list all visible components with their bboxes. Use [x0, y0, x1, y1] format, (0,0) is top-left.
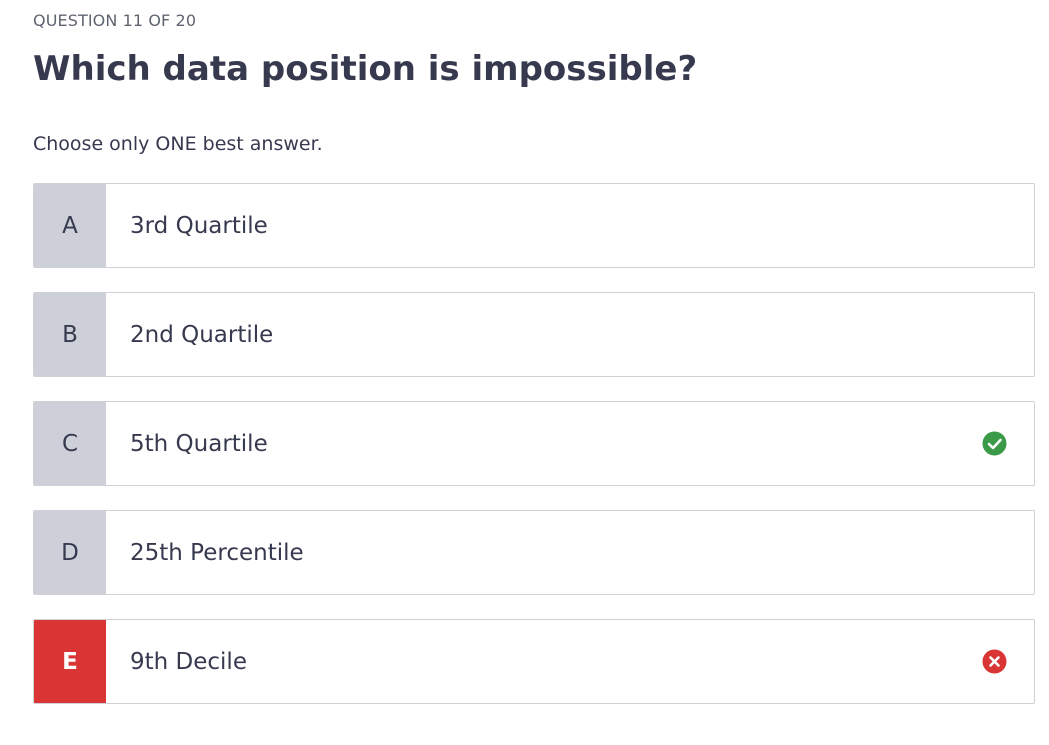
option-letter: C: [34, 402, 106, 485]
option-letter: B: [34, 293, 106, 376]
answer-option-d[interactable]: D 25th Percentile: [33, 510, 1035, 595]
option-label: 9th Decile: [130, 648, 247, 675]
option-status: [982, 402, 1034, 485]
answer-instruction: Choose only ONE best answer.: [33, 133, 323, 155]
option-label: 2nd Quartile: [130, 321, 274, 348]
option-label: 5th Quartile: [130, 430, 268, 457]
option-letter: E: [34, 620, 106, 703]
answer-option-e[interactable]: E 9th Decile: [33, 619, 1035, 704]
answer-option-c[interactable]: C 5th Quartile: [33, 401, 1035, 486]
x-circle-icon: [982, 649, 1007, 674]
answer-options: A 3rd Quartile B 2nd Quartile C 5th Quar…: [33, 183, 1035, 728]
option-letter: A: [34, 184, 106, 267]
option-label: 25th Percentile: [130, 539, 304, 566]
check-circle-icon: [982, 431, 1007, 456]
option-letter: D: [34, 511, 106, 594]
answer-option-a[interactable]: A 3rd Quartile: [33, 183, 1035, 268]
option-status: [982, 293, 1034, 376]
option-status: [982, 511, 1034, 594]
option-status: [982, 620, 1034, 703]
option-status: [982, 184, 1034, 267]
question-counter: QUESTION 11 OF 20: [33, 11, 197, 30]
answer-option-b[interactable]: B 2nd Quartile: [33, 292, 1035, 377]
question-title: Which data position is impossible?: [33, 49, 698, 89]
option-label: 3rd Quartile: [130, 212, 268, 239]
